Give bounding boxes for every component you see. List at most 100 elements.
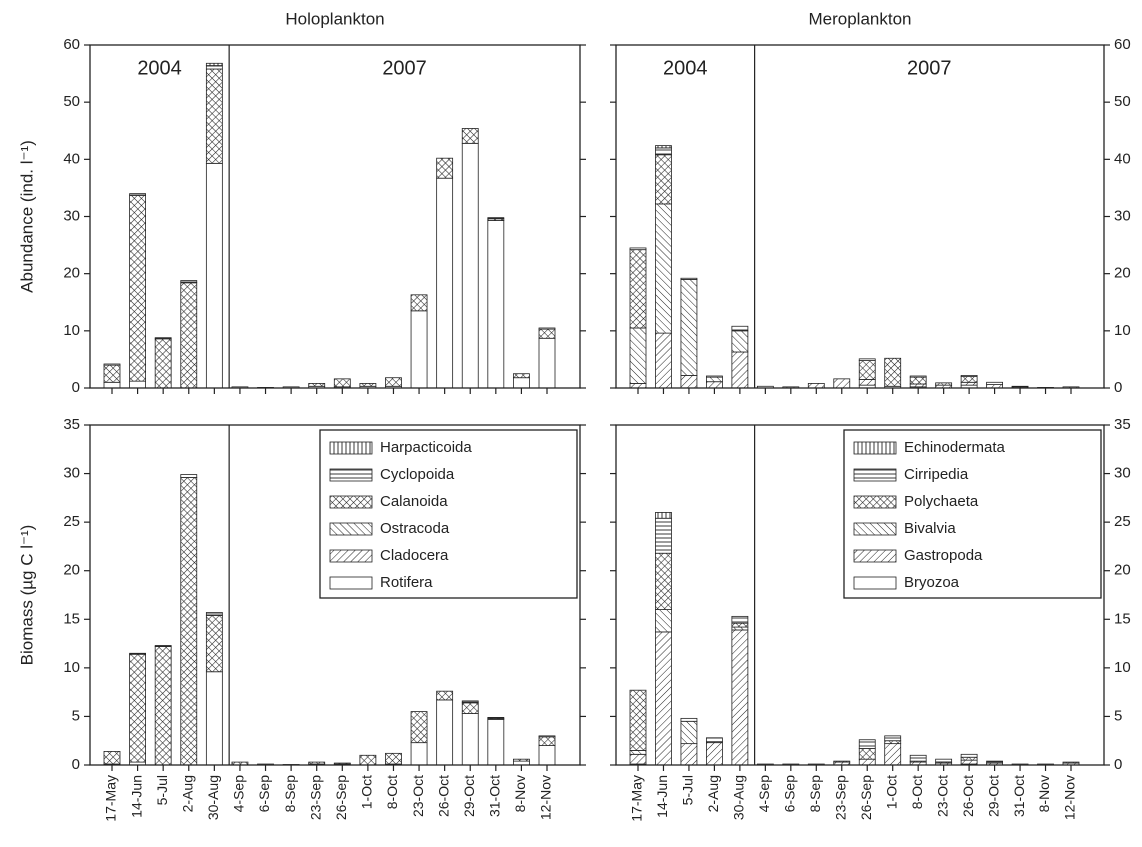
bar-segment bbox=[155, 339, 171, 388]
legend-swatch bbox=[854, 496, 896, 508]
bar-segment bbox=[539, 329, 555, 338]
bar-segment bbox=[885, 736, 901, 741]
bar-segment bbox=[360, 383, 376, 386]
bar-segment bbox=[732, 352, 748, 388]
panel-title: Holoplankton bbox=[285, 9, 384, 28]
annotation: 2007 bbox=[907, 57, 952, 79]
x-tick-label: 26-Sep bbox=[858, 775, 874, 820]
bar-segment bbox=[411, 743, 427, 765]
bar-segment bbox=[206, 612, 222, 615]
bar-segment bbox=[488, 717, 504, 718]
y-tick-label: 0 bbox=[1114, 756, 1122, 773]
x-tick-label: 8-Sep bbox=[282, 775, 298, 813]
bar-segment bbox=[655, 512, 671, 518]
bar-segment bbox=[655, 333, 671, 388]
bar-segment bbox=[206, 66, 222, 69]
bar-segment bbox=[681, 278, 697, 279]
legend-label: Calanoida bbox=[380, 493, 448, 510]
bar-segment bbox=[385, 753, 401, 764]
bar-segment bbox=[411, 295, 427, 311]
y-tick-label: 0 bbox=[72, 379, 80, 396]
bar-segment bbox=[539, 736, 555, 737]
bar-segment bbox=[104, 751, 120, 764]
bar-segment bbox=[155, 646, 171, 647]
bar-segment bbox=[630, 328, 646, 383]
x-tick-label: 14-Jun bbox=[128, 775, 144, 818]
bar-segment bbox=[732, 627, 748, 630]
bar-segment bbox=[732, 326, 748, 331]
legend-label: Gastropoda bbox=[904, 547, 983, 564]
bar-segment bbox=[130, 381, 146, 388]
legend-label: Ostracoda bbox=[380, 520, 450, 537]
y-tick-label: 30 bbox=[63, 465, 80, 482]
x-tick-label: 2-Aug bbox=[705, 775, 721, 812]
bar-segment bbox=[513, 759, 529, 761]
x-tick-label: 30-Aug bbox=[731, 775, 747, 820]
bar-segment bbox=[334, 379, 350, 387]
bar-segment bbox=[681, 718, 697, 721]
bar-segment bbox=[859, 748, 875, 759]
bar-segment bbox=[539, 746, 555, 765]
bar-segment bbox=[630, 750, 646, 754]
bar-segment bbox=[488, 719, 504, 765]
bar-segment bbox=[411, 712, 427, 743]
y-tick-label: 30 bbox=[1114, 207, 1131, 224]
x-tick-label: 8-Nov bbox=[1036, 775, 1052, 812]
bar-segment bbox=[859, 361, 875, 380]
y-tick-label: 10 bbox=[63, 322, 80, 339]
bar-segment bbox=[462, 143, 478, 388]
bar-segment bbox=[732, 616, 748, 623]
bar-segment bbox=[859, 359, 875, 361]
x-tick-label: 12-Nov bbox=[538, 775, 554, 820]
bar-segment bbox=[309, 383, 325, 386]
y-tick-label: 35 bbox=[1114, 416, 1131, 433]
y-tick-label: 10 bbox=[63, 659, 80, 676]
bar-segment bbox=[732, 623, 748, 627]
legend-swatch bbox=[330, 523, 372, 535]
y-tick-label: 5 bbox=[1114, 707, 1122, 724]
y-tick-label: 30 bbox=[1114, 465, 1131, 482]
bar-segment bbox=[655, 146, 671, 148]
bar-segment bbox=[910, 755, 926, 761]
bar-segment bbox=[732, 331, 748, 352]
x-tick-label: 23-Oct bbox=[934, 775, 950, 817]
y-tick-label: 20 bbox=[63, 562, 80, 579]
y-tick-label: 50 bbox=[1114, 93, 1131, 110]
legend-swatch bbox=[330, 550, 372, 562]
bar-segment bbox=[630, 754, 646, 764]
bar-segment bbox=[834, 761, 850, 762]
bar-segment bbox=[155, 338, 171, 339]
y-tick-label: 40 bbox=[63, 150, 80, 167]
bar-segment bbox=[206, 63, 222, 65]
bar-segment bbox=[360, 755, 376, 765]
bar-segment bbox=[130, 195, 146, 381]
x-tick-label: 4-Sep bbox=[756, 775, 772, 813]
legend-label: Polychaeta bbox=[904, 493, 979, 510]
legend-label: Cyclopoida bbox=[380, 466, 455, 483]
x-tick-label: 17-May bbox=[629, 775, 645, 822]
bar-segment bbox=[630, 250, 646, 328]
bar-segment bbox=[706, 376, 722, 377]
x-tick-label: 23-Sep bbox=[307, 775, 323, 820]
annotation: 2004 bbox=[137, 57, 182, 79]
y-tick-label: 60 bbox=[63, 36, 80, 53]
bar-segment bbox=[706, 382, 722, 388]
x-tick-label: 6-Sep bbox=[782, 775, 798, 813]
legend-swatch bbox=[330, 469, 372, 481]
x-tick-label: 6-Sep bbox=[256, 775, 272, 813]
bar-segment bbox=[104, 365, 120, 382]
x-tick-label: 29-Oct bbox=[461, 775, 477, 817]
bar-segment bbox=[681, 375, 697, 388]
bar-segment bbox=[130, 194, 146, 196]
bar-segment bbox=[961, 382, 977, 385]
bar-segment bbox=[206, 672, 222, 765]
bar-segment bbox=[130, 653, 146, 654]
bar-segment bbox=[181, 283, 197, 388]
bar-segment bbox=[539, 338, 555, 388]
x-tick-label: 5-Jul bbox=[680, 775, 696, 805]
legend-swatch bbox=[330, 577, 372, 589]
y-tick-label: 20 bbox=[1114, 562, 1131, 579]
bar-segment bbox=[630, 383, 646, 388]
x-tick-label: 5-Jul bbox=[154, 775, 170, 805]
bar-segment bbox=[437, 691, 453, 700]
